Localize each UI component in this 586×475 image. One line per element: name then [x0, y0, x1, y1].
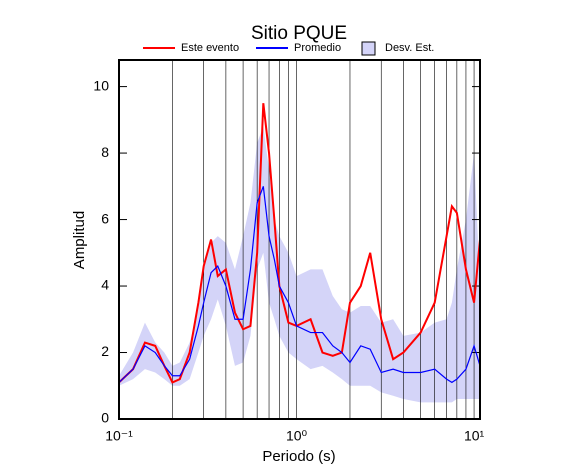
- x-tick-label: 10⁻¹: [105, 428, 133, 444]
- y-tick-label: 4: [101, 277, 109, 293]
- series-line: [118, 186, 481, 384]
- x-tick-label: 10¹: [464, 428, 485, 444]
- chart-title: Sitio PQUE: [251, 23, 347, 44]
- y-tick-label: 2: [101, 343, 109, 359]
- std-band: [119, 126, 480, 403]
- y-tick-label: 10: [93, 77, 109, 93]
- legend-label: Desv. Est.: [385, 42, 434, 54]
- y-tick-label: 6: [101, 210, 109, 226]
- legend-label: Promedio: [294, 42, 341, 54]
- y-tick-label: 0: [101, 410, 109, 426]
- legend-label: Este evento: [181, 42, 239, 54]
- y-axis-label: Amplitud: [71, 211, 88, 269]
- x-tick-label: 10⁰: [286, 428, 308, 444]
- x-axis-label: Periodo (s): [262, 448, 335, 465]
- y-tick-label: 8: [101, 144, 109, 160]
- plot-frame: [118, 59, 481, 420]
- legend-swatch: [361, 41, 376, 56]
